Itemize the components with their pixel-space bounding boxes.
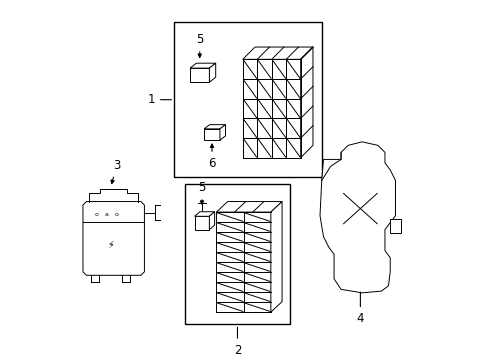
Polygon shape	[242, 59, 300, 158]
Polygon shape	[194, 212, 214, 216]
Bar	[389, 219, 400, 233]
Text: o: o	[94, 212, 98, 217]
Polygon shape	[242, 47, 312, 59]
Text: 5: 5	[196, 33, 203, 57]
Polygon shape	[270, 202, 282, 312]
Polygon shape	[203, 129, 220, 140]
Text: 5: 5	[198, 181, 205, 204]
Polygon shape	[83, 202, 144, 275]
Text: ⚡: ⚡	[107, 239, 114, 249]
Text: 6: 6	[208, 144, 215, 170]
Bar	[174, 22, 321, 177]
Polygon shape	[209, 63, 215, 82]
Polygon shape	[194, 216, 209, 230]
Text: 3: 3	[111, 159, 120, 184]
Polygon shape	[209, 212, 214, 230]
Text: o: o	[115, 212, 119, 217]
Polygon shape	[190, 68, 209, 82]
Polygon shape	[216, 212, 270, 312]
Polygon shape	[220, 125, 225, 140]
Polygon shape	[203, 125, 225, 129]
Polygon shape	[190, 63, 215, 68]
Polygon shape	[319, 142, 395, 293]
Bar	[184, 184, 289, 324]
Text: 1: 1	[147, 93, 171, 106]
Polygon shape	[300, 47, 312, 158]
Text: 4: 4	[356, 292, 364, 325]
Polygon shape	[216, 202, 282, 212]
Text: 2: 2	[233, 327, 241, 357]
Text: a: a	[104, 212, 108, 217]
